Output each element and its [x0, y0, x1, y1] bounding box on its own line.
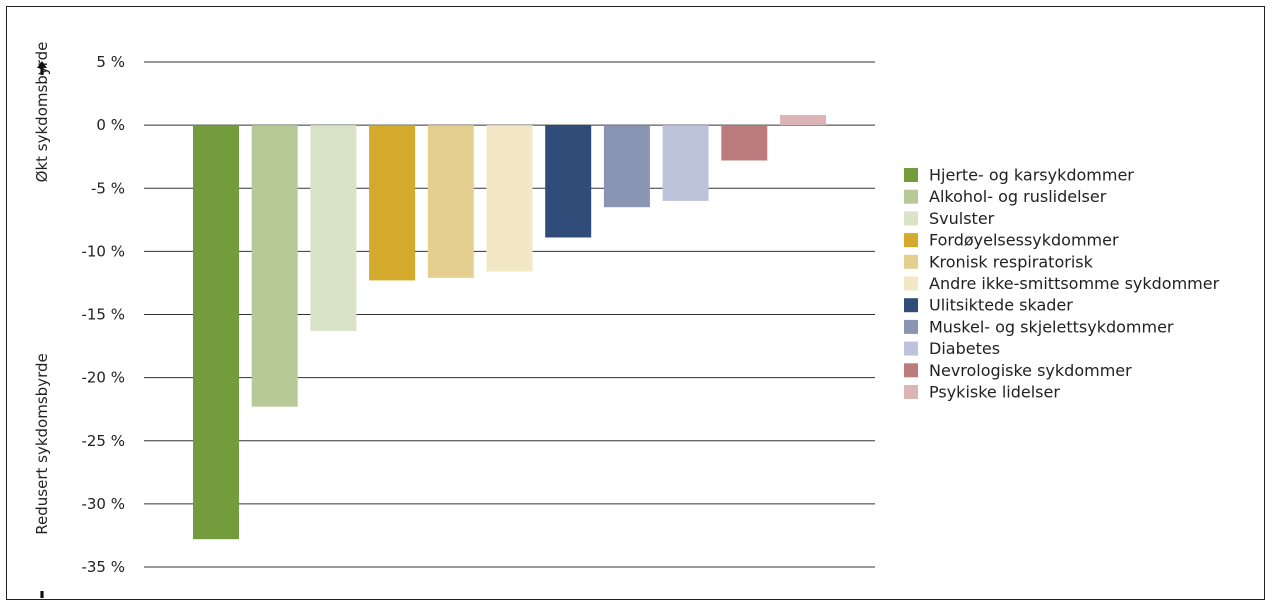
legend-swatch: [904, 319, 918, 334]
legend-label: Fordøyelsessykdommer: [929, 231, 1119, 250]
bar: [662, 125, 709, 201]
y-tick-label: -5 %: [91, 179, 125, 197]
bar: [721, 125, 768, 161]
legend-swatch: [904, 168, 918, 182]
legend-swatch: [904, 276, 918, 291]
y-tick-label: -35 %: [81, 558, 125, 576]
arrow-down-icon: [37, 591, 47, 598]
legend-label: Muskel- og skjelettsykdommer: [929, 317, 1174, 336]
bar: [310, 125, 357, 331]
bar: [427, 125, 474, 278]
legend-swatch: [904, 233, 918, 248]
y-tick-labels: 5 % 0 % -5 % -10 % -15 % -20 % -25 % -30 % -35 %: [81, 53, 125, 576]
chart-frame: 5 % 0 % -5 % -10 % -15 % -20 % -25 % -30 % -35 %…: [6, 6, 1265, 600]
legend-swatch: [904, 189, 918, 204]
y-axis-title-up-group: Økt sykdomsbyrde: [33, 42, 51, 183]
bar: [603, 125, 650, 208]
y-tick-label: 0 %: [96, 116, 125, 134]
legend-label: Psykiske lidelser: [929, 383, 1060, 402]
y-tick-label: -10 %: [81, 242, 125, 260]
y-tick-label: 5 %: [96, 53, 125, 71]
y-axis-title-up: Økt sykdomsbyrde: [33, 42, 51, 183]
legend-swatch: [904, 363, 918, 378]
legend-swatch: [904, 298, 918, 313]
bar: [545, 125, 592, 238]
bars: [193, 115, 826, 540]
y-tick-label: -20 %: [81, 369, 125, 387]
legend-swatch: [904, 341, 918, 356]
legend-swatch: [904, 254, 918, 269]
arrow-up-icon: [37, 61, 47, 75]
legend-label: Alkohol- og ruslidelser: [929, 187, 1107, 206]
bar: [193, 125, 239, 540]
bar-chart: 5 % 0 % -5 % -10 % -15 % -20 % -25 % -30 % -35 %…: [33, 42, 1220, 598]
bar: [486, 125, 533, 272]
legend-label: Nevrologiske sykdommer: [929, 361, 1132, 380]
legend-label: Ulitsiktede skader: [929, 296, 1073, 315]
legend-swatch: [904, 385, 918, 399]
y-axis-titles: Økt sykdomsbyrde Redusert sykdomsbyrde: [33, 42, 51, 598]
y-tick-label: -30 %: [81, 495, 125, 513]
legend: Hjerte- og karsykdommer Alkohol- og rusli…: [904, 166, 1220, 402]
bar: [251, 125, 298, 407]
y-axis-title-down-group: Redusert sykdomsbyrde: [33, 353, 51, 598]
legend-label: Hjerte- og karsykdommer: [929, 166, 1134, 185]
bar: [369, 125, 416, 281]
y-axis-title-down: Redusert sykdomsbyrde: [33, 353, 51, 534]
legend-label: Diabetes: [929, 339, 1000, 358]
legend-swatch: [904, 211, 918, 226]
y-tick-label: -15 %: [81, 306, 125, 324]
legend-label: Andre ikke-smittsomme sykdommer: [929, 274, 1220, 293]
legend-label: Kronisk respiratorisk: [929, 252, 1094, 271]
bar: [780, 115, 826, 126]
legend-label: Svulster: [929, 209, 995, 228]
y-tick-label: -25 %: [81, 432, 125, 450]
